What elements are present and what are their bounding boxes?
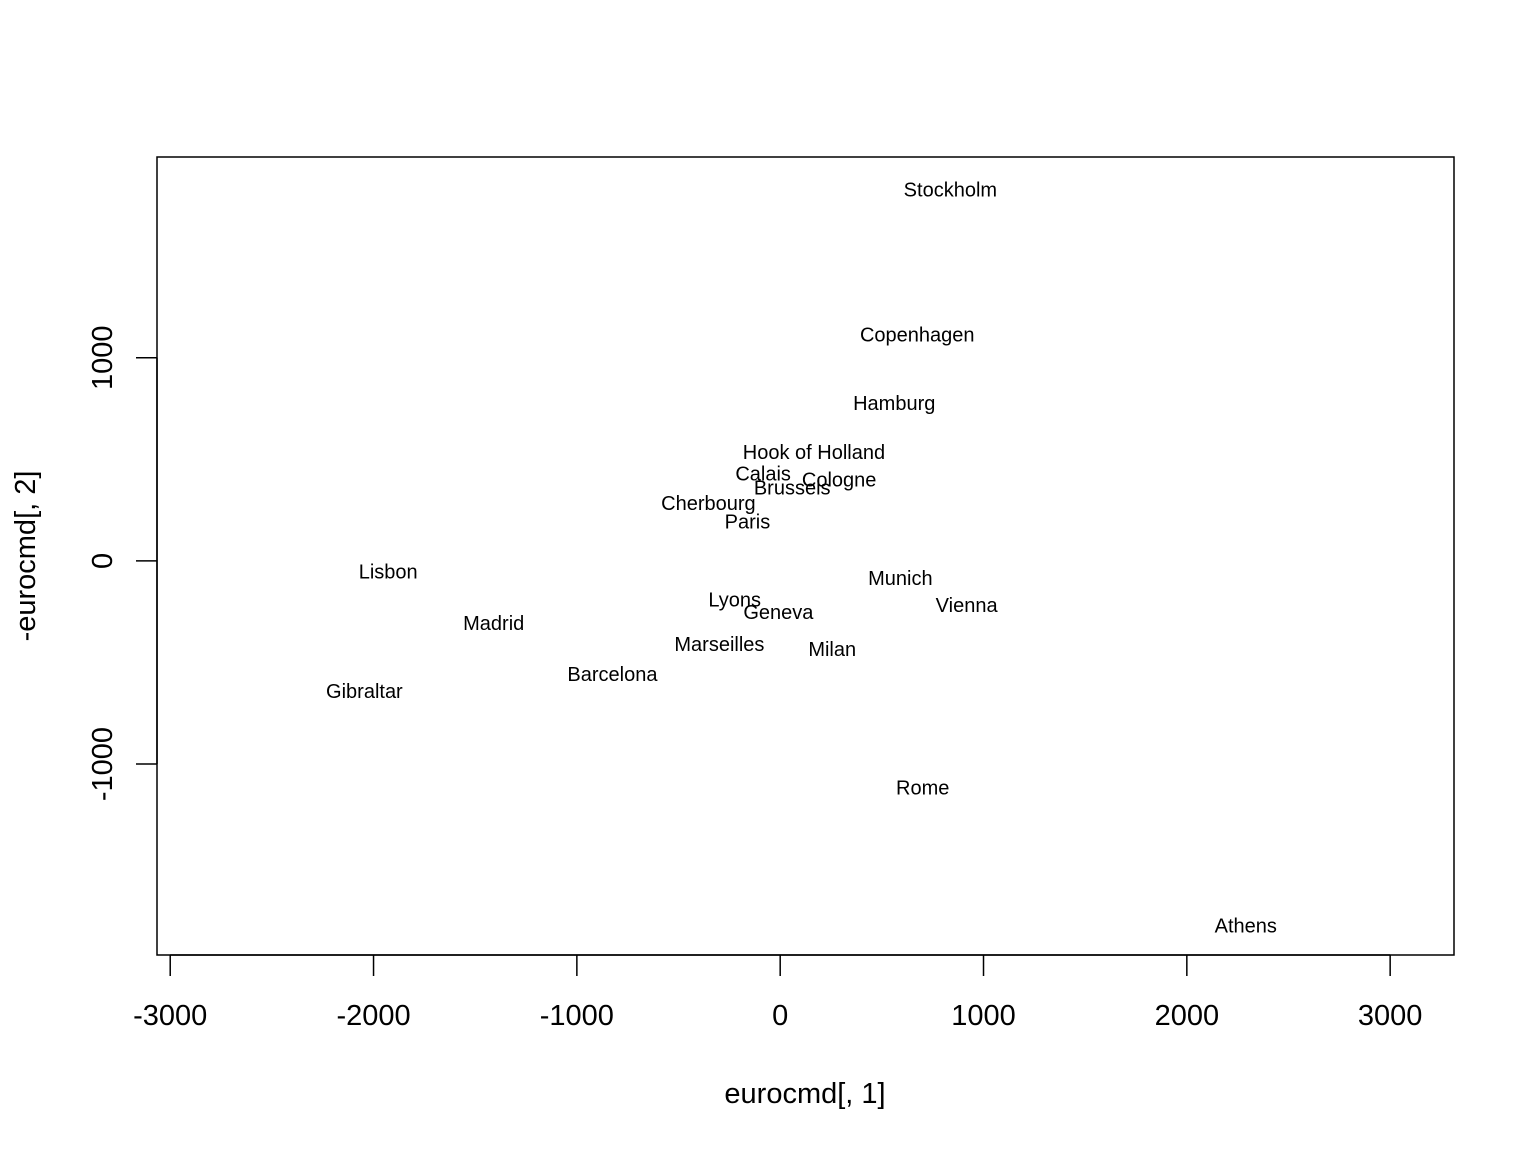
point-label: Calais [735, 464, 791, 486]
x-axis-label: eurocmd[, 1] [724, 1078, 885, 1110]
y-tick-label: 0 [87, 553, 119, 569]
point-label: Madrid [463, 613, 524, 635]
x-tick-label: 0 [772, 1000, 788, 1032]
point-label: Paris [725, 512, 771, 534]
point-label: Lyons [708, 590, 761, 612]
point-label: Cologne [802, 469, 877, 491]
point-label: Munich [868, 568, 932, 590]
point-label: Cherbourg [661, 493, 756, 515]
x-tick-label: -3000 [133, 1000, 207, 1032]
x-tick-label: 2000 [1155, 1000, 1220, 1032]
point-label: Hook of Holland [743, 442, 885, 464]
y-tick-label: 1000 [87, 325, 119, 390]
y-axis: -1000 0 1000 [87, 325, 158, 801]
point-label: Geneva [743, 602, 814, 624]
point-label: Barcelona [567, 664, 658, 686]
x-tick-label: 3000 [1358, 1000, 1423, 1032]
point-label: Marseilles [674, 634, 764, 656]
point-label: Vienna [936, 595, 999, 617]
y-axis-label: -eurocmd[, 2] [10, 471, 42, 642]
point-label: Hamburg [853, 393, 935, 415]
x-tick-label: -2000 [336, 1000, 410, 1032]
point-label: Athens [1215, 915, 1277, 937]
plot-frame [156, 156, 1455, 956]
point-label: Rome [896, 778, 949, 800]
point-label: Brussels [754, 477, 831, 499]
y-tick-label: -1000 [87, 727, 119, 801]
point-label: Stockholm [904, 180, 997, 202]
point-label: Lisbon [359, 562, 418, 584]
x-axis: -3000 -2000 -1000 0 1000 2000 3000 [133, 954, 1423, 1032]
point-label: Milan [808, 639, 856, 661]
x-tick-label: 1000 [951, 1000, 1016, 1032]
point-label: Gibraltar [326, 681, 403, 703]
x-tick-label: -1000 [540, 1000, 614, 1032]
point-label: Copenhagen [860, 324, 975, 346]
